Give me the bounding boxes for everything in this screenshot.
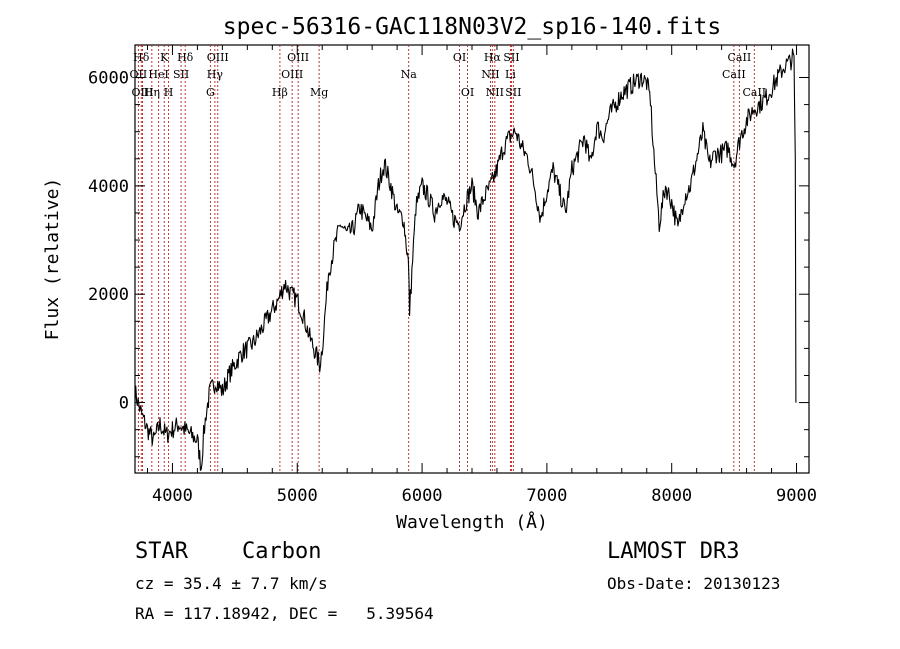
line-marker-label: OI [461, 86, 474, 99]
line-marker-label: OIII [207, 51, 229, 64]
line-marker-label: SII [503, 51, 519, 64]
object-subclass: Carbon [242, 539, 321, 564]
line-marker-label: G [206, 86, 215, 99]
chart-title: spec-56316-GAC118N03V2_sp16-140.fits [223, 14, 722, 40]
line-marker-label: Mg [310, 86, 328, 99]
line-marker-label: CaII [722, 68, 746, 81]
line-marker-label: Na [401, 68, 418, 81]
line-marker-label: Hδ [177, 51, 194, 64]
x-tick-label: 6000 [402, 486, 443, 506]
observation-date: Obs-Date: 20130123 [607, 574, 780, 593]
line-marker-label: NII [486, 86, 504, 99]
line-markers [137, 45, 755, 473]
line-marker-label: Hγ [207, 68, 224, 81]
line-marker-label: Hβ [272, 86, 288, 99]
x-axis-label: Wavelength (Å) [396, 511, 548, 533]
line-marker-label: Li [505, 68, 516, 81]
ra-dec-coordinates: RA = 117.18942, DEC = 5.39564 [135, 604, 434, 623]
line-marker-label: OI [453, 51, 466, 64]
survey-name: LAMOST DR3 [607, 539, 739, 564]
line-marker-label: OIII [281, 68, 303, 81]
y-tick-label: 2000 [88, 285, 129, 305]
line-marker-label: OIII [287, 51, 309, 64]
x-tick-label: 4000 [152, 486, 193, 506]
x-tick-label: 7000 [526, 486, 567, 506]
line-marker-label: H [164, 86, 174, 99]
y-axis-label: Flux (relative) [42, 178, 63, 341]
y-tick-label: 0 [119, 394, 129, 414]
line-marker-label: OIII [131, 86, 153, 99]
x-tick-label: 5000 [277, 486, 318, 506]
line-marker-label: Hη [144, 86, 160, 99]
y-tick-label: 6000 [88, 69, 129, 89]
line-marker-label: K [160, 51, 169, 64]
flux-series-line [134, 48, 797, 471]
line-marker-label: CaII [728, 51, 752, 64]
line-marker-label: HeI [148, 68, 168, 81]
redshift-cz: cz = 35.4 ± 7.7 km/s [135, 574, 328, 593]
line-marker-label: Hα [484, 51, 502, 64]
line-marker-label: NII [481, 68, 499, 81]
plot-frame [134, 44, 810, 474]
line-marker-label: SII [173, 68, 189, 81]
line-marker-label: Hδ [133, 51, 150, 64]
x-axis-ticks: 4000 5000 6000 7000 8000 9000 [146, 45, 817, 506]
line-marker-label: SII [505, 86, 521, 99]
y-tick-label: 4000 [88, 177, 129, 197]
line-marker-label: OII [130, 68, 148, 81]
x-tick-label: 8000 [651, 486, 692, 506]
x-tick-label: 9000 [776, 486, 817, 506]
y-axis-ticks: 0 2000 4000 6000 [88, 69, 809, 458]
object-type: STAR [135, 539, 189, 564]
